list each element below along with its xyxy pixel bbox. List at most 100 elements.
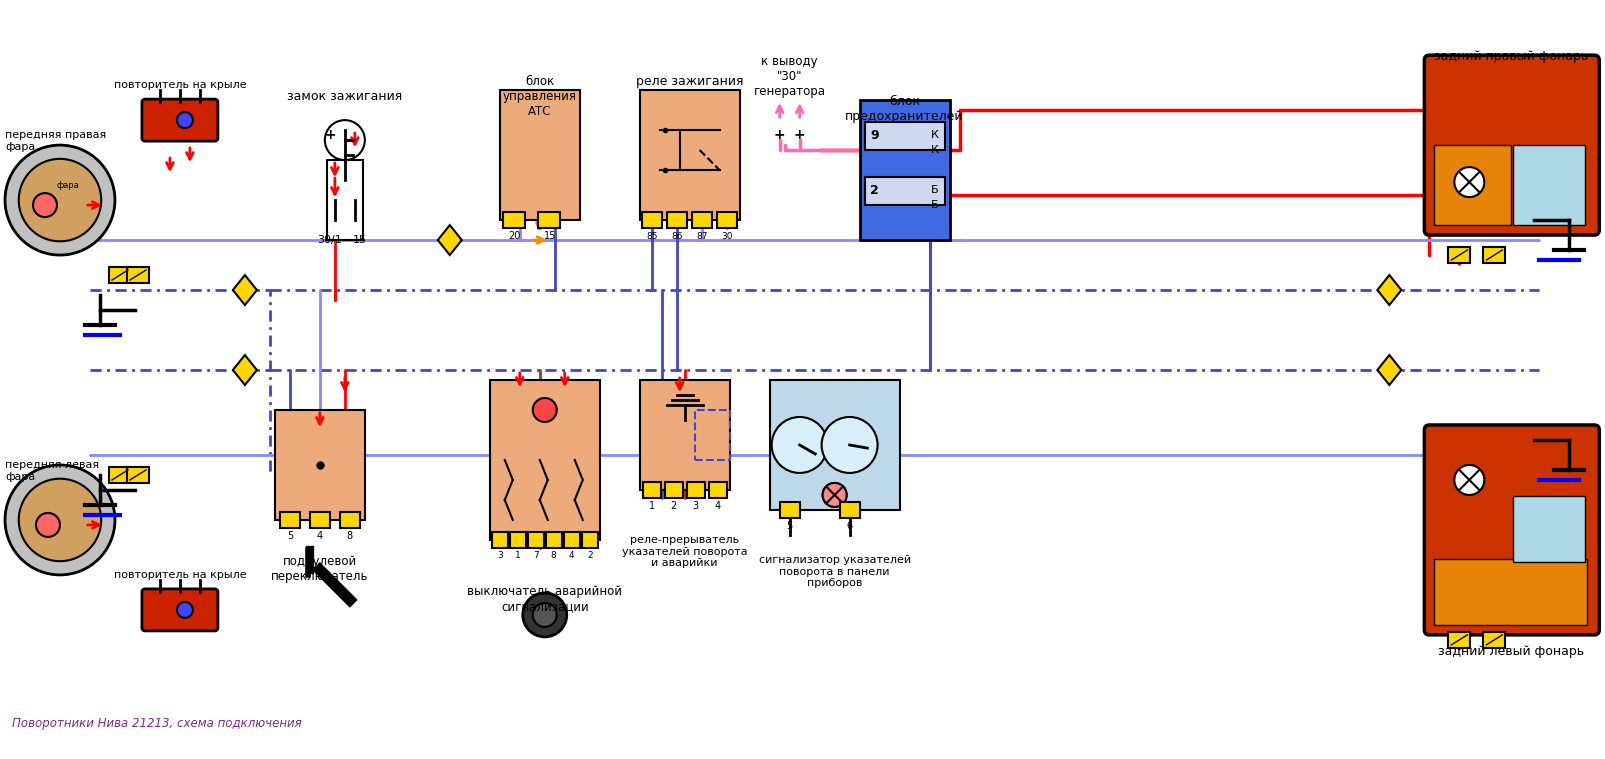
Bar [327,160,363,240]
Bar [863,177,944,205]
Text: 6: 6 [846,521,852,531]
Circle shape [324,120,364,160]
Text: подрулевой
переключатель: подрулевой переключатель [271,555,369,583]
Text: 20: 20 [509,231,520,241]
Bar [499,90,579,220]
Text: 86: 86 [671,231,682,241]
Bar [279,512,300,528]
Bar [109,267,132,283]
Bar [509,532,525,548]
Text: передняя правая
фара: передняя правая фара [5,130,106,152]
Text: +: + [793,128,806,142]
Text: задний правый фонарь: задний правый фонарь [1433,50,1587,63]
Bar [1448,247,1470,263]
Bar [491,532,507,548]
FancyBboxPatch shape [1424,55,1599,235]
Circle shape [523,593,567,637]
Bar [769,380,899,510]
Circle shape [822,483,846,507]
Text: 30/1: 30/1 [318,235,342,245]
Text: 5: 5 [287,531,292,541]
Circle shape [19,159,101,241]
Text: К: К [929,130,937,140]
Bar [310,512,329,528]
Text: +: + [324,128,335,142]
Text: 87: 87 [695,231,706,241]
Bar [1433,145,1510,225]
Circle shape [533,398,557,422]
Bar [1512,145,1584,225]
Bar [274,410,364,520]
Circle shape [1454,465,1483,495]
Bar [1483,247,1504,263]
Text: 8: 8 [551,552,557,560]
Text: замок зажигания: замок зажигания [287,90,403,103]
Text: блок
управления
АТС: блок управления АТС [502,75,576,118]
Text: сигнализатор указателей
поворота в панели
приборов: сигнализатор указателей поворота в панел… [758,555,910,588]
Text: 1: 1 [515,552,520,560]
Text: задний левый фонарь: задний левый фонарь [1438,645,1584,658]
Circle shape [35,513,59,537]
Bar [666,212,687,228]
Circle shape [533,603,557,627]
Text: 9: 9 [870,128,878,142]
Bar [546,532,562,548]
Bar [127,267,149,283]
Circle shape [770,417,827,473]
Circle shape [822,417,876,473]
Bar [863,122,944,150]
Bar [692,212,711,228]
Text: реле зажигания: реле зажигания [636,75,743,88]
FancyBboxPatch shape [1424,425,1599,635]
Bar [563,532,579,548]
Text: 1: 1 [648,501,655,511]
Bar [639,380,729,490]
Circle shape [177,112,193,128]
Text: 4: 4 [316,531,323,541]
Text: 15: 15 [542,231,555,241]
Text: 2: 2 [586,552,592,560]
Text: 15: 15 [353,235,366,245]
Circle shape [5,145,116,255]
Text: реле-прерыватель
указателей поворота
и аварийки: реле-прерыватель указателей поворота и а… [621,535,746,568]
Bar [1483,632,1504,648]
Bar [708,482,725,498]
Text: выключатель аварийной
сигнализации: выключатель аварийной сигнализации [467,585,621,613]
Bar [716,212,737,228]
Bar [538,212,560,228]
Polygon shape [438,225,462,255]
Bar [642,212,661,228]
Circle shape [177,602,193,618]
Bar [528,532,544,548]
Circle shape [34,193,56,217]
Text: передняя левая
фара: передняя левая фара [5,460,100,481]
Text: фара: фара [56,181,79,190]
Bar [581,532,597,548]
Circle shape [822,483,846,507]
Bar [340,512,360,528]
Bar [1433,559,1586,625]
Text: 30: 30 [721,231,732,241]
Text: 3: 3 [692,501,698,511]
Bar [1512,496,1584,562]
Bar [687,482,705,498]
Bar [639,90,740,220]
Polygon shape [1377,355,1401,385]
Text: К: К [929,145,937,155]
FancyBboxPatch shape [141,99,218,141]
Text: +: + [774,128,785,142]
Bar [490,380,599,540]
Text: 85: 85 [645,231,656,241]
Text: 3: 3 [496,552,502,560]
Circle shape [5,465,116,575]
Bar [109,467,132,483]
Polygon shape [233,275,257,305]
Text: 2: 2 [870,184,878,197]
Text: 8: 8 [347,531,353,541]
Bar [502,212,525,228]
Text: 5: 5 [786,521,793,531]
Text: блок
предохранителей: блок предохранителей [844,95,963,123]
Text: 4: 4 [568,552,575,560]
Text: повторитель на крыле: повторитель на крыле [114,80,246,90]
Polygon shape [1377,275,1401,305]
